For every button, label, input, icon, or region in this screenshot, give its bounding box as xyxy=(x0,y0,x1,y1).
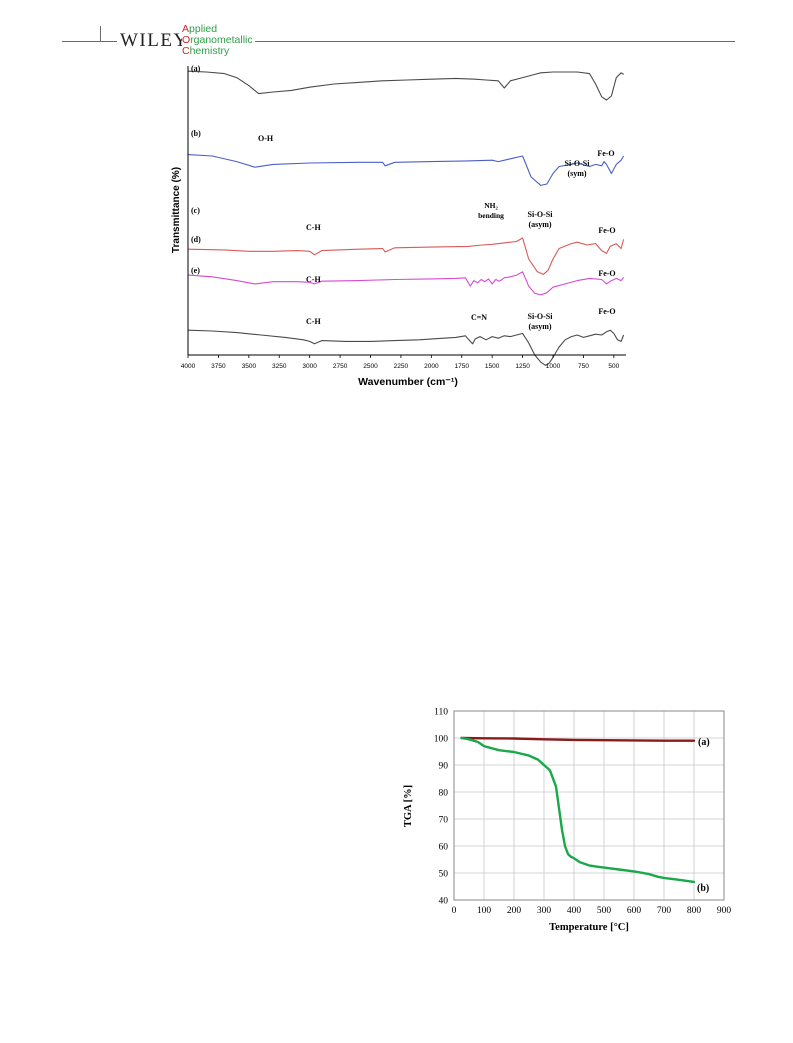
tga-figure: 0 100 200 300 400 500 600 700 800 900 40 50 60 70 80 90… xyxy=(403,708,732,934)
band-label-ch-d: C-H xyxy=(306,275,321,284)
tga-tick-labels: 0 100 200 300 400 500 600 700 800 900 40 50 60 70 80 90… xyxy=(434,708,732,917)
journal-name: Applied Organometallic Chemistry xyxy=(182,24,255,57)
tga-x-axis-label: Temperature [°C] xyxy=(549,922,629,933)
band-label-cn: C=N xyxy=(471,313,487,322)
ftir-series-b xyxy=(187,154,625,186)
journal-line-3: Chemistry xyxy=(182,45,230,57)
band-label-siosi-sym: Si-O-Si xyxy=(565,159,591,168)
curve-label-c: (c) xyxy=(191,206,200,215)
tga-x-tick-label: 800 xyxy=(687,906,702,916)
band-label-feo-d: Fe-O xyxy=(598,269,615,278)
band-label-ch-c: C-H xyxy=(306,223,321,232)
ftir-tick-labels: 4000 3750 3500 3250 3000 2750 2500 2250 2000 1750… xyxy=(181,355,620,370)
band-label-siosi-asym-c: Si-O-Si xyxy=(528,210,554,219)
curve-label-a: (a) xyxy=(191,64,201,73)
tga-y-tick-label: 100 xyxy=(434,735,449,745)
tga-x-tick-label: 600 xyxy=(627,906,642,916)
ftir-x-tick-label: 3750 xyxy=(211,363,226,370)
curve-label-d: (d) xyxy=(191,235,201,244)
tga-series-b xyxy=(460,736,696,884)
tga-x-tick-label: 900 xyxy=(717,906,732,916)
ftir-series-a xyxy=(187,70,624,101)
band-label-bending: bending xyxy=(478,211,504,220)
band-label-ch-e: C-H xyxy=(306,317,321,326)
journal-line-2: Organometallic xyxy=(182,34,253,46)
ftir-axes xyxy=(187,66,626,356)
tga-plot-frame xyxy=(453,710,725,901)
ftir-x-tick-label: 2500 xyxy=(363,363,378,370)
tga-x-tick-label: 500 xyxy=(597,906,612,916)
page-header: WILEY Applied Organometallic Chemistry xyxy=(0,0,793,60)
ftir-x-tick-label: 3250 xyxy=(272,363,287,370)
band-label-nh2: NH₂ xyxy=(484,201,498,210)
tga-y-tick-label: 50 xyxy=(439,870,449,880)
ftir-x-tick-label: 2250 xyxy=(394,363,409,370)
ftir-x-tick-label: 3000 xyxy=(302,363,317,370)
band-label-oh: O-H xyxy=(258,134,274,143)
tga-y-tick-label: 60 xyxy=(439,843,449,853)
header-tick xyxy=(100,26,101,42)
ftir-x-tick-label: 1000 xyxy=(546,363,561,370)
ftir-y-axis-label: Transmittance (%) xyxy=(171,167,182,253)
tga-series-a xyxy=(460,736,696,742)
ftir-x-tick-label: 1500 xyxy=(485,363,500,370)
tga-x-tick-label: 100 xyxy=(477,906,492,916)
ftir-spectra-figure: 4000 3750 3500 3250 3000 2750 2500 2250 2000 1750… xyxy=(171,64,626,388)
tga-y-axis-label: TGA [%] xyxy=(403,785,414,827)
tga-y-tick-label: 110 xyxy=(434,708,448,718)
tga-y-tick-label: 80 xyxy=(439,789,449,799)
band-label-asym-c: (asym) xyxy=(528,220,551,229)
ftir-x-tick-label: 4000 xyxy=(181,363,196,370)
ftir-series-c xyxy=(187,237,625,275)
ftir-series-e xyxy=(187,329,625,366)
journal-line-1: Applied xyxy=(182,23,218,35)
ftir-x-tick-label: 1250 xyxy=(515,363,530,370)
tga-label-b: (b) xyxy=(697,883,709,894)
ftir-x-tick-label: 1750 xyxy=(455,363,470,370)
band-label-sym: (sym) xyxy=(567,169,586,178)
ftir-x-tick-label: 2750 xyxy=(333,363,348,370)
tga-label-a: (a) xyxy=(698,737,710,748)
ftir-x-tick-label: 3500 xyxy=(242,363,257,370)
wiley-logo: WILEY xyxy=(117,30,192,52)
tga-x-tick-label: 200 xyxy=(507,906,522,916)
header-rule xyxy=(62,41,735,42)
tga-x-tick-label: 700 xyxy=(657,906,672,916)
tga-x-tick-label: 0 xyxy=(452,906,457,916)
ftir-series-d xyxy=(187,271,625,296)
ftir-series-group xyxy=(187,70,625,366)
tga-y-tick-label: 40 xyxy=(439,897,449,907)
band-label-feo-e: Fe-O xyxy=(598,307,615,316)
tga-series-group xyxy=(460,736,696,884)
band-label-feo-c: Fe-O xyxy=(598,226,615,235)
band-label-asym-e: (asym) xyxy=(528,322,551,331)
tga-y-tick-label: 90 xyxy=(439,762,449,772)
ftir-x-tick-label: 2000 xyxy=(424,363,439,370)
ftir-x-tick-label: 750 xyxy=(578,363,589,370)
ftir-x-tick-label: 500 xyxy=(608,363,619,370)
ftir-x-axis-label: Wavenumber (cm⁻¹) xyxy=(358,376,458,388)
tga-x-tick-label: 300 xyxy=(537,906,552,916)
tga-y-tick-label: 70 xyxy=(439,816,449,826)
curve-label-b: (b) xyxy=(191,129,201,138)
curve-label-e: (e) xyxy=(191,266,200,275)
band-label-feo-a: Fe-O xyxy=(597,149,614,158)
band-label-siosi-asym-e: Si-O-Si xyxy=(528,312,554,321)
tga-x-tick-label: 400 xyxy=(567,906,582,916)
